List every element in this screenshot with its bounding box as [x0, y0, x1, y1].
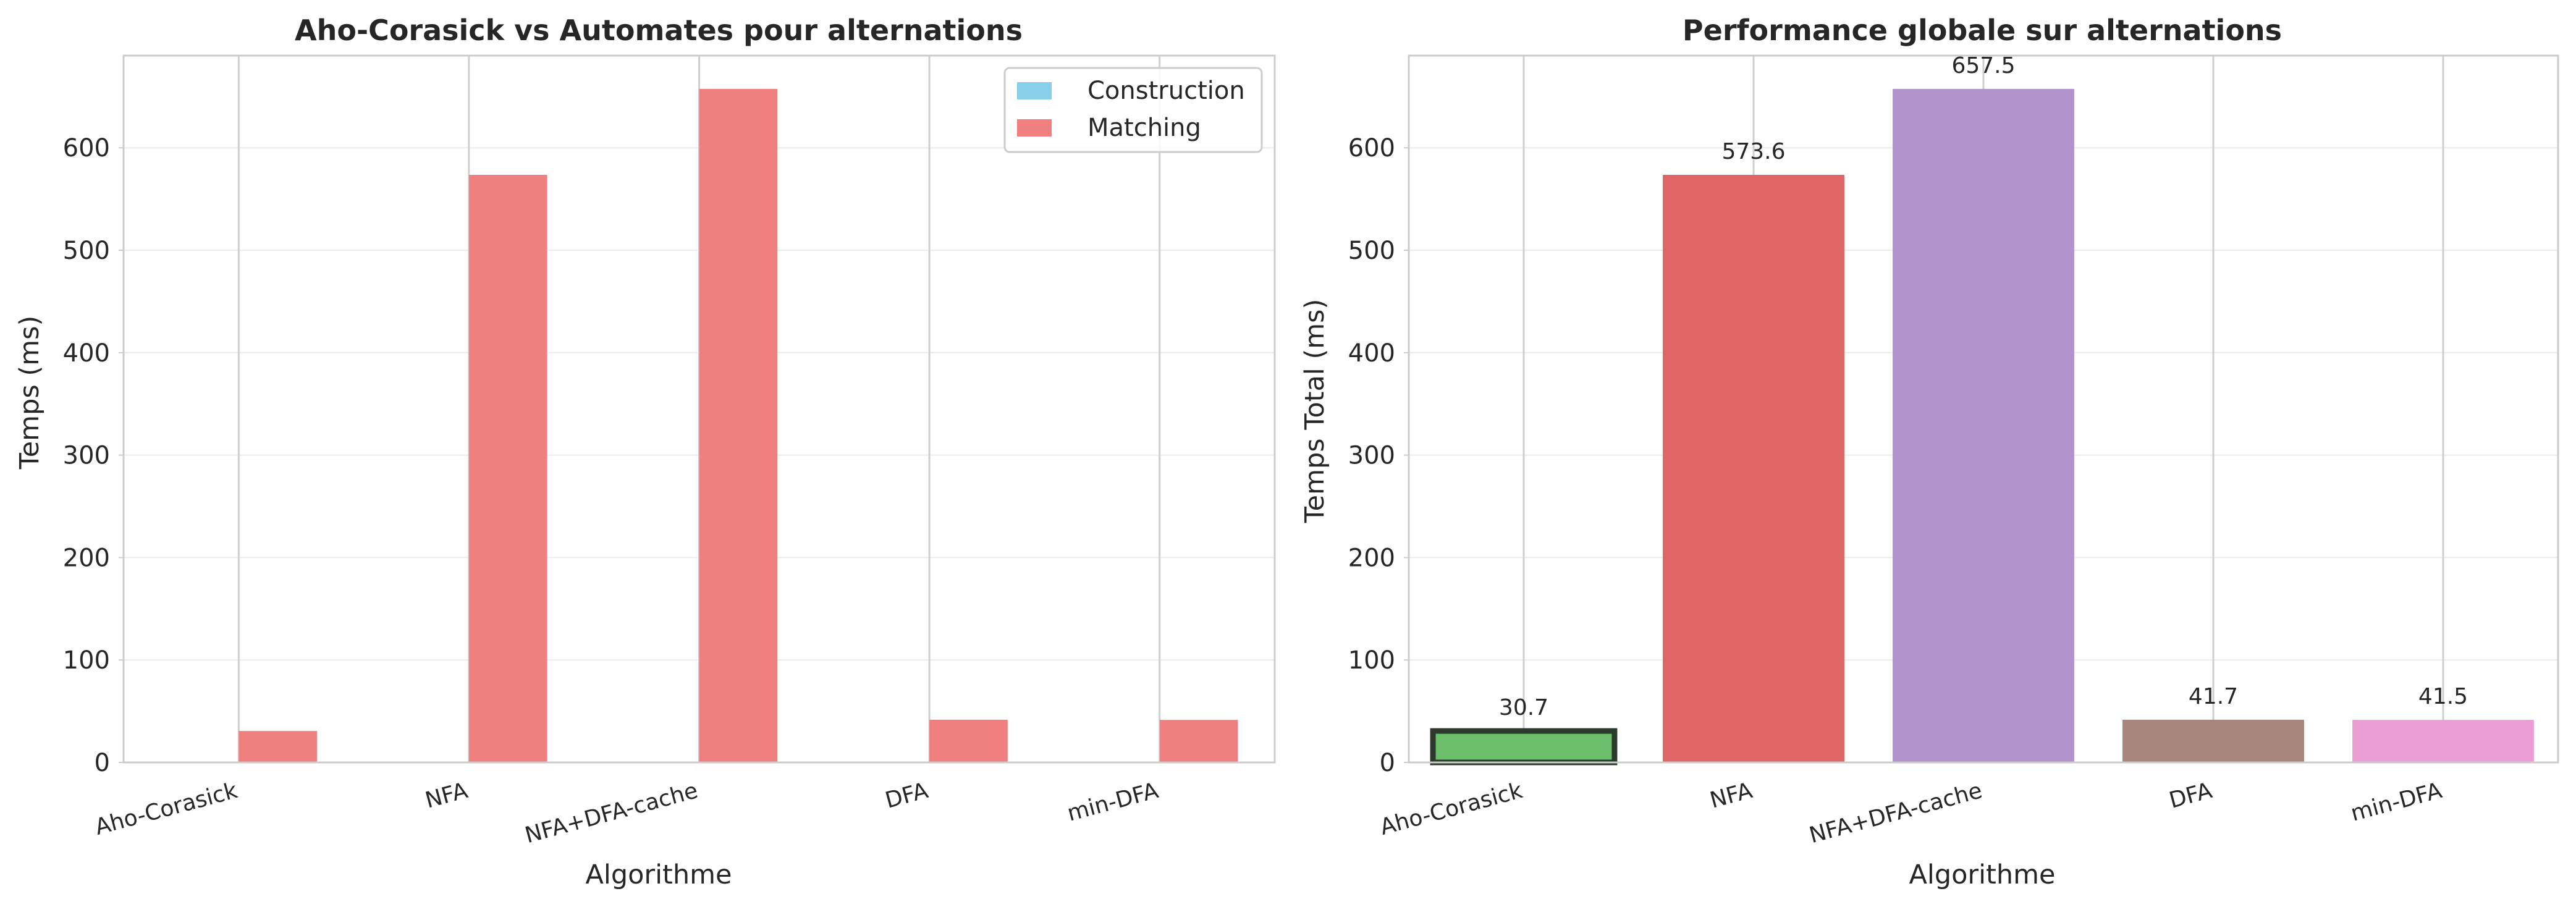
y-tick-label: 400 — [1348, 339, 1395, 368]
y-axis-label: Temps Total (ms) — [1299, 299, 1330, 524]
x-tick-label-aho-corasick: Aho-Corasick — [93, 778, 240, 840]
legend-box — [1003, 67, 1263, 153]
value-label-dfa: 41.7 — [2189, 684, 2238, 709]
bar-total-nfa — [1663, 174, 1844, 763]
y-tick-label: 0 — [95, 749, 110, 777]
value-labels: 30.7 573.6 657.5 41.7 41.5 — [1499, 53, 2468, 720]
y-tick-label: 500 — [1348, 237, 1395, 265]
bar-matching-dfa — [929, 719, 1008, 762]
x-tick-label-aho-corasick: Aho-Corasick — [1377, 778, 1525, 840]
bar-total-aho-corasick — [1430, 728, 1618, 766]
chart-construction-matching: Aho-Corasick vs Automates pour alternati… — [14, 14, 1276, 890]
chart-total-performance: Performance globale sur alternations Alg… — [1299, 14, 2559, 890]
y-tick-label: 200 — [1348, 544, 1395, 572]
bar-total-nfa-dfa-cache — [1893, 88, 2074, 763]
y-axis-label: Temps (ms) — [14, 316, 45, 470]
value-label-nfa-dfa-cache: 657.5 — [1951, 53, 2015, 78]
x-tick-label-nfa-dfa-cache: NFA+DFA-cache — [522, 778, 700, 848]
y-tick-label: 300 — [1348, 442, 1395, 470]
y-tick-label: 100 — [1348, 646, 1395, 675]
legend-label-matching: Matching — [1087, 114, 1201, 142]
y-tick-label: 600 — [1348, 134, 1395, 162]
plot-frame — [122, 54, 1276, 764]
y-axis-ticks: 0 100 200 300 400 500 600 — [63, 134, 124, 777]
y-axis-ticks: 0 100 200 300 400 500 600 — [1348, 134, 1409, 777]
value-label-min-dfa: 41.5 — [2418, 684, 2468, 709]
legend: Construction Matching — [1003, 67, 1263, 153]
y-tick-label: 100 — [63, 646, 110, 675]
chart-title: Performance globale sur alternations — [1683, 14, 2282, 47]
bar-total-min-dfa — [2352, 720, 2534, 762]
x-axis-label: Algorithme — [585, 859, 732, 890]
x-axis-label: Algorithme — [1909, 859, 2055, 890]
y-tick-label: 400 — [63, 339, 110, 368]
bars — [239, 88, 1238, 763]
value-label-aho-corasick: 30.7 — [1499, 695, 1548, 720]
x-tick-label-dfa: DFA — [2166, 778, 2215, 814]
bars — [1430, 88, 2534, 766]
bar-matching-min-dfa — [1159, 720, 1238, 762]
x-tick-label-min-dfa: min-DFA — [2348, 778, 2444, 827]
x-tick-label-nfa-dfa-cache: NFA+DFA-cache — [1807, 778, 1985, 848]
bar-total-dfa — [2122, 719, 2304, 762]
x-tick-label-nfa: NFA — [423, 778, 471, 814]
value-label-nfa: 573.6 — [1721, 139, 1785, 164]
y-tick-label: 300 — [63, 442, 110, 470]
x-axis-ticks: Aho-Corasick NFA NFA+DFA-cache DFA min-DFA — [93, 778, 1162, 848]
legend-swatch-matching — [1017, 119, 1052, 137]
legend-swatch-construction — [1017, 82, 1052, 99]
plot-frame — [1408, 54, 2559, 764]
x-axis-ticks: Aho-Corasick NFA NFA+DFA-cache DFA min-DFA — [1377, 778, 2444, 848]
bar-matching-nfa-dfa-cache — [699, 88, 778, 763]
legend-label-construction: Construction — [1087, 77, 1245, 105]
x-tick-label-dfa: DFA — [882, 778, 931, 814]
bar-matching-aho-corasick — [239, 731, 317, 762]
x-tick-label-min-dfa: min-DFA — [1065, 778, 1161, 827]
y-tick-label: 200 — [63, 544, 110, 572]
y-tick-label: 600 — [63, 134, 110, 162]
bar-matching-nfa — [468, 174, 547, 763]
chart-title: Aho-Corasick vs Automates pour alternati… — [295, 14, 1023, 47]
y-tick-label: 500 — [63, 237, 110, 265]
x-tick-label-nfa: NFA — [1707, 778, 1755, 814]
y-tick-label: 0 — [1380, 749, 1395, 777]
